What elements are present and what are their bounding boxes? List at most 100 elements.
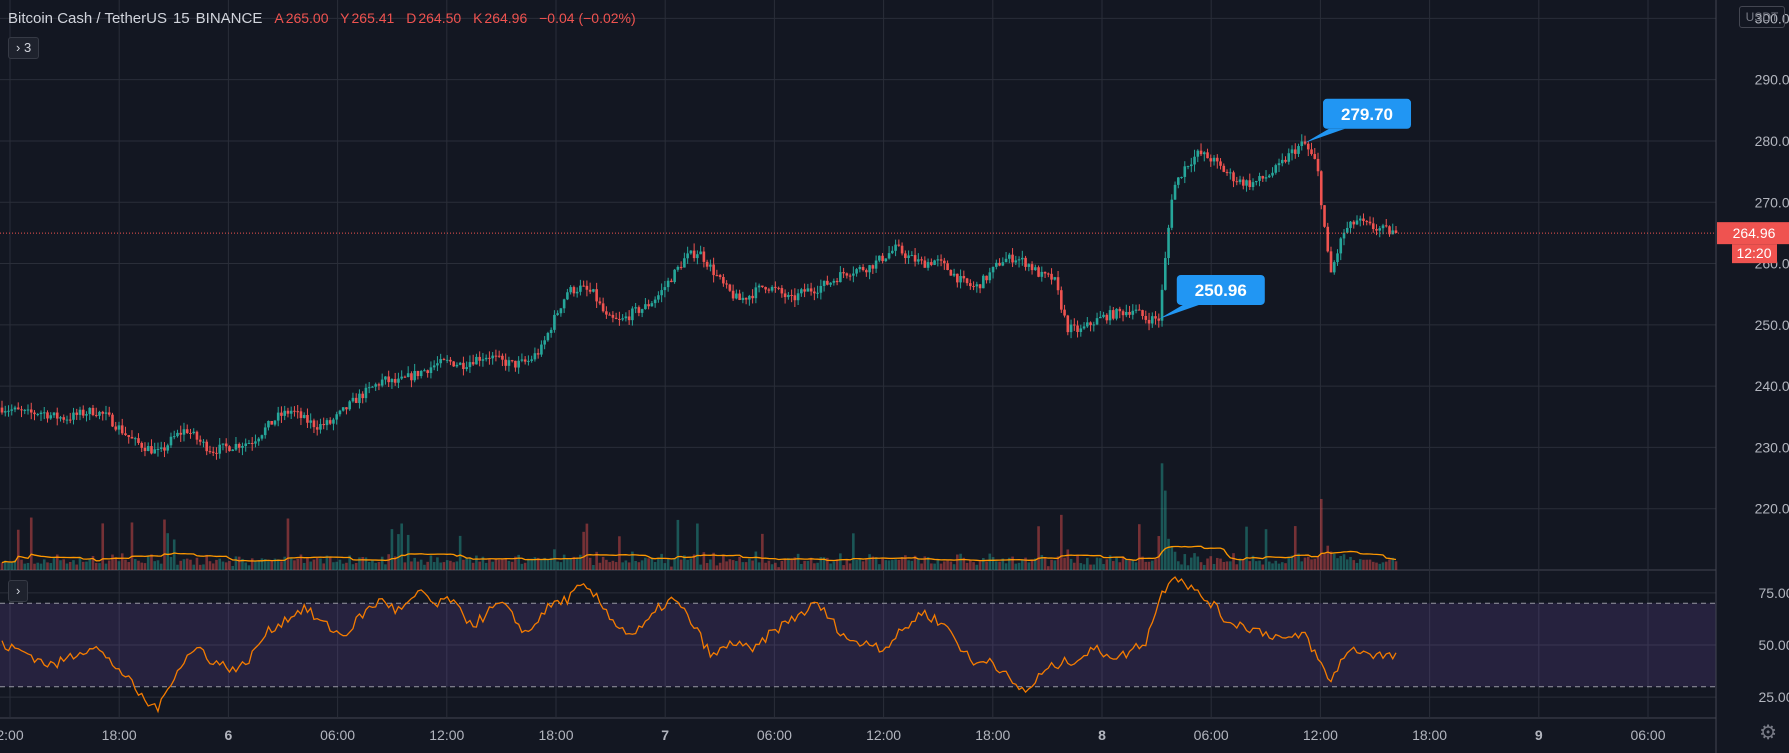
volume-bar — [1287, 556, 1291, 570]
callout-label: 250.96 — [1195, 281, 1247, 300]
volume-bar — [455, 561, 459, 570]
volume-bar — [858, 559, 862, 570]
volume-bar — [478, 561, 481, 570]
volume-bar — [1196, 556, 1200, 570]
volume-bar — [231, 565, 235, 570]
symbol-name[interactable]: Bitcoin Cash / TetherUS — [8, 10, 167, 27]
volume-bar — [1180, 564, 1183, 570]
volume-bar — [907, 560, 910, 570]
candle-body — [39, 412, 43, 415]
candle-body — [549, 329, 553, 334]
candle-body — [1349, 221, 1352, 228]
volume-bar — [1313, 558, 1317, 570]
open-value: 265.00 — [285, 10, 329, 26]
candle-body — [426, 370, 429, 374]
candle-body — [718, 275, 722, 278]
candle-body — [1261, 176, 1265, 179]
candle-body — [868, 265, 871, 273]
candle-body — [663, 287, 667, 291]
candle-body — [507, 360, 511, 366]
candle-body — [1034, 267, 1037, 271]
volume-bar — [488, 558, 491, 570]
candle-body — [374, 384, 377, 387]
candle-body — [309, 420, 312, 423]
candle-body — [1196, 150, 1200, 157]
candle-body — [481, 359, 485, 361]
rsi-tick-label: 25.00 — [1758, 689, 1789, 705]
volume-bar — [445, 560, 449, 570]
volume-bar — [0, 562, 4, 570]
candle-body — [592, 289, 595, 292]
candle-body — [796, 293, 800, 301]
open-label: A — [274, 10, 284, 26]
volume-bar — [514, 556, 517, 570]
candle-body — [605, 311, 608, 315]
indicators-toggle-button[interactable]: › 3 — [8, 37, 40, 59]
candle-body — [494, 355, 498, 357]
volume-bar — [848, 563, 852, 570]
candle-body — [1095, 318, 1099, 325]
candle-body — [192, 431, 196, 434]
candle-body — [393, 379, 397, 383]
volume-bar — [530, 558, 533, 570]
volume-bar — [790, 559, 793, 570]
candle-body — [257, 438, 261, 442]
y-tick-label: 280.00 — [1755, 133, 1789, 149]
candle-body — [159, 447, 163, 449]
interval-label[interactable]: 15 — [172, 10, 190, 27]
volume-bar — [900, 557, 904, 570]
x-tick-label: 8 — [1098, 727, 1106, 743]
currency-badge[interactable]: USDT — [1739, 6, 1785, 28]
candle-body — [1355, 220, 1359, 225]
candle-body — [150, 446, 153, 454]
volume-bar — [520, 563, 524, 570]
volume-bar — [1053, 560, 1057, 570]
candle-body — [328, 420, 332, 424]
candle-body — [104, 412, 108, 414]
candle-body — [423, 370, 426, 372]
volume-bar — [1079, 563, 1083, 570]
candle-body — [962, 276, 966, 279]
candle-body — [907, 255, 910, 259]
countdown-badge — [1732, 244, 1777, 264]
volume-bar — [1115, 557, 1118, 570]
volume-bar — [517, 554, 520, 570]
candle-body — [540, 344, 543, 355]
candle-body — [364, 387, 368, 399]
candle-body — [244, 443, 248, 447]
candle-body — [709, 264, 712, 267]
volume-bar — [3, 560, 7, 570]
candle-body — [293, 410, 296, 412]
volume-bar — [562, 554, 566, 570]
candle-body — [813, 291, 816, 294]
candle-body — [445, 359, 449, 361]
candle-body — [1092, 324, 1096, 326]
volume-bar — [10, 562, 14, 570]
candle-body — [163, 447, 166, 451]
volume-bar — [536, 557, 540, 570]
candle-body — [367, 387, 371, 389]
candle-body — [835, 280, 839, 283]
volume-bar — [257, 560, 261, 570]
candle-body — [7, 410, 10, 412]
candle-body — [228, 446, 231, 452]
gear-icon[interactable]: ⚙ — [1759, 722, 1777, 744]
candle-body — [462, 362, 465, 370]
candle-body — [140, 442, 144, 448]
candle-body — [384, 376, 387, 380]
candle-body — [696, 254, 699, 259]
volume-bar — [114, 557, 118, 570]
volume-bar — [361, 556, 364, 570]
candle-body — [380, 379, 384, 386]
volume-bar — [631, 551, 634, 570]
volume-bar — [1264, 529, 1268, 570]
volume-bar — [124, 559, 127, 570]
volume-bar — [436, 557, 439, 570]
volume-bar — [1212, 563, 1216, 570]
x-tick-label: 12:00 — [429, 727, 464, 743]
rsi-toggle-button[interactable]: › — [8, 580, 29, 602]
volume-bar — [1261, 564, 1265, 570]
candle-body — [556, 313, 559, 315]
volume-bar — [322, 563, 325, 570]
